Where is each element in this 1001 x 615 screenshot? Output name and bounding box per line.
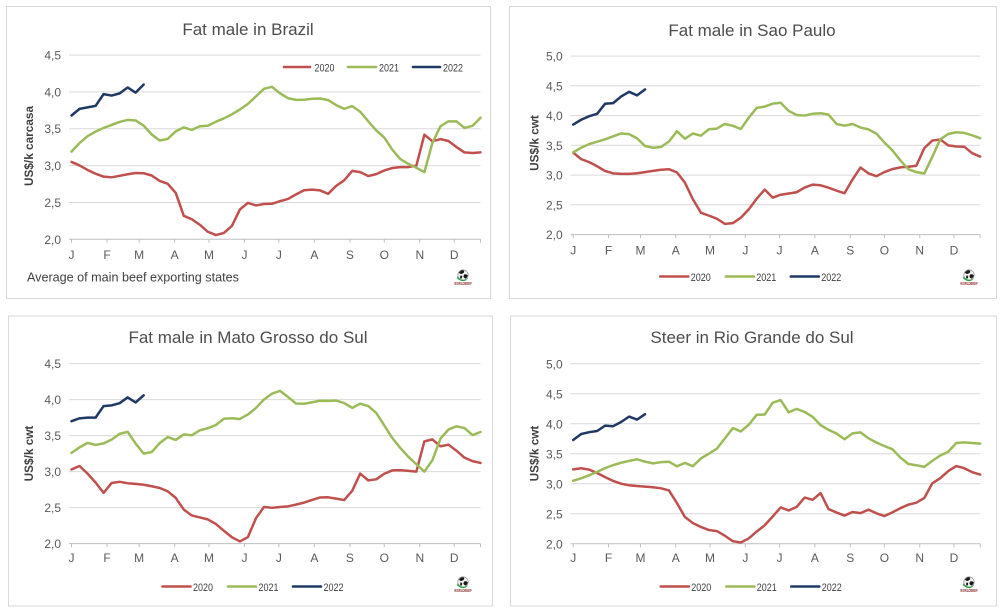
svg-text:J: J (570, 244, 576, 258)
svg-text:J: J (742, 244, 748, 258)
svg-text:WORLDBEEF: WORLDBEEF (454, 588, 472, 593)
svg-text:3,5: 3,5 (44, 122, 61, 136)
svg-text:WORLDBEEF: WORLDBEEF (960, 281, 978, 286)
svg-text:M: M (204, 248, 214, 262)
svg-text:US$/k cwt: US$/k cwt (528, 426, 542, 482)
svg-text:2,0: 2,0 (44, 537, 61, 551)
svg-text:5,0: 5,0 (546, 50, 563, 64)
svg-text:M: M (134, 551, 144, 565)
svg-text:4,5: 4,5 (44, 357, 61, 371)
svg-text:A: A (310, 551, 318, 565)
svg-text:O: O (880, 244, 889, 258)
svg-text:US$/k carcasa: US$/k carcasa (22, 106, 36, 186)
svg-text:Fat male in Sao Paulo: Fat male in Sao Paulo (668, 21, 835, 40)
svg-text:M: M (635, 244, 645, 258)
svg-text:M: M (134, 248, 144, 262)
svg-text:N: N (915, 551, 924, 565)
svg-text:4,0: 4,0 (546, 417, 563, 431)
svg-text:2021: 2021 (757, 582, 777, 594)
svg-text:J: J (276, 551, 282, 565)
svg-text:3,0: 3,0 (44, 465, 61, 479)
svg-text:2022: 2022 (822, 582, 842, 594)
svg-text:2,5: 2,5 (44, 501, 61, 515)
svg-text:M: M (705, 551, 715, 565)
svg-text:A: A (672, 551, 680, 565)
svg-text:WORLDBEEF: WORLDBEEF (960, 588, 978, 593)
svg-text:M: M (635, 551, 645, 565)
svg-text:D: D (950, 244, 959, 258)
svg-text:3,0: 3,0 (546, 169, 563, 183)
svg-text:Average of main beef exporting: Average of main beef exporting states (27, 271, 239, 285)
svg-text:J: J (777, 244, 783, 258)
svg-text:M: M (204, 551, 214, 565)
svg-text:A: A (672, 244, 680, 258)
svg-text:J: J (276, 248, 282, 262)
svg-text:2,5: 2,5 (546, 507, 563, 521)
svg-text:3,5: 3,5 (44, 429, 61, 443)
svg-text:J: J (242, 551, 248, 565)
svg-text:F: F (103, 551, 110, 565)
svg-text:4,0: 4,0 (546, 109, 563, 123)
svg-text:O: O (880, 551, 889, 565)
svg-text:3,5: 3,5 (546, 447, 563, 461)
svg-text:S: S (346, 551, 354, 565)
svg-text:J: J (777, 551, 783, 565)
svg-text:4,0: 4,0 (44, 85, 61, 99)
svg-text:A: A (811, 244, 819, 258)
svg-text:US$/k cwt: US$/k cwt (528, 115, 542, 171)
svg-text:D: D (450, 551, 459, 565)
svg-text:US$/k cwt: US$/k cwt (22, 426, 36, 482)
svg-text:2020: 2020 (193, 582, 213, 594)
svg-text:2021: 2021 (379, 62, 399, 74)
svg-text:Fat male in Brazil: Fat male in Brazil (182, 20, 313, 39)
svg-text:A: A (310, 248, 318, 262)
svg-text:2020: 2020 (315, 62, 335, 74)
svg-text:2022: 2022 (443, 62, 463, 74)
svg-text:N: N (415, 248, 424, 262)
svg-text:2022: 2022 (324, 582, 344, 594)
svg-text:S: S (846, 551, 854, 565)
svg-text:S: S (346, 248, 354, 262)
svg-text:O: O (380, 551, 389, 565)
svg-text:F: F (605, 244, 612, 258)
svg-text:2,5: 2,5 (546, 198, 563, 212)
svg-text:2,0: 2,0 (546, 228, 563, 242)
svg-text:J: J (69, 248, 75, 262)
svg-text:N: N (915, 244, 924, 258)
svg-text:3,5: 3,5 (546, 139, 563, 153)
svg-text:Steer in Rio Grande do Sul: Steer in Rio Grande do Sul (650, 328, 853, 347)
svg-text:2020: 2020 (691, 272, 711, 284)
svg-text:J: J (570, 551, 576, 565)
svg-text:4,0: 4,0 (44, 393, 61, 407)
svg-text:2,0: 2,0 (44, 233, 61, 247)
svg-text:O: O (380, 248, 389, 262)
svg-text:F: F (605, 551, 612, 565)
svg-text:WORLDBEEF: WORLDBEEF (454, 281, 472, 286)
svg-text:2021: 2021 (259, 582, 279, 594)
svg-text:J: J (69, 551, 75, 565)
svg-text:M: M (705, 244, 715, 258)
svg-text:S: S (846, 244, 854, 258)
svg-text:F: F (103, 248, 110, 262)
svg-text:J: J (742, 551, 748, 565)
svg-text:3,0: 3,0 (546, 477, 563, 491)
svg-text:N: N (415, 551, 424, 565)
svg-text:D: D (450, 248, 459, 262)
svg-text:A: A (171, 551, 179, 565)
svg-text:2,5: 2,5 (44, 196, 61, 210)
svg-text:J: J (242, 248, 248, 262)
svg-text:A: A (171, 248, 179, 262)
svg-text:3,0: 3,0 (44, 159, 61, 173)
svg-text:2021: 2021 (756, 272, 776, 284)
svg-text:2020: 2020 (691, 582, 711, 594)
svg-text:2022: 2022 (821, 272, 841, 284)
svg-text:D: D (950, 551, 959, 565)
svg-text:Fat male in Mato Grosso do Sul: Fat male in Mato Grosso do Sul (128, 328, 367, 347)
svg-text:A: A (811, 551, 819, 565)
svg-text:2,0: 2,0 (546, 537, 563, 551)
svg-text:5,0: 5,0 (546, 357, 563, 371)
svg-text:4,5: 4,5 (44, 49, 61, 63)
svg-text:4,5: 4,5 (546, 79, 563, 93)
svg-text:4,5: 4,5 (546, 387, 563, 401)
